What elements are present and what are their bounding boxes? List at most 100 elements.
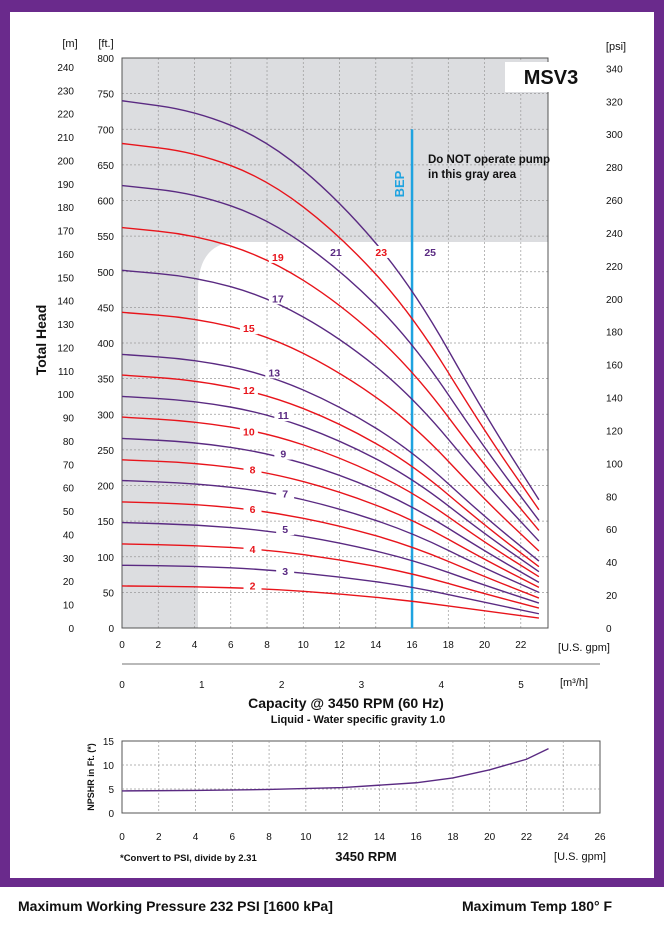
y-axis-label: Total Head bbox=[33, 305, 49, 376]
y-ft-tick: 550 bbox=[97, 232, 114, 243]
x-gpm-tick: 2 bbox=[155, 640, 161, 651]
x-m3h-tick: 1 bbox=[199, 680, 205, 691]
curve-label-bg bbox=[326, 245, 345, 258]
y-m-tick: 160 bbox=[57, 250, 74, 261]
curve-label-12: 12 bbox=[243, 385, 255, 397]
y-ft-tick: 350 bbox=[97, 375, 114, 386]
npsh-frame bbox=[121, 740, 601, 814]
npsh-x-tick: 4 bbox=[193, 832, 199, 843]
curve-stage-3 bbox=[121, 564, 540, 615]
npsh-x-tick: 26 bbox=[594, 832, 606, 843]
npsh-curve bbox=[121, 748, 549, 792]
y-psi-tick: 240 bbox=[606, 229, 623, 240]
npsh-x-tick: 2 bbox=[156, 832, 162, 843]
y-ft-tick: 50 bbox=[103, 588, 115, 599]
title-box bbox=[505, 62, 597, 92]
curve-label-13: 13 bbox=[268, 367, 280, 379]
curve-label-bg bbox=[243, 579, 262, 592]
y-psi-tick: 220 bbox=[606, 262, 623, 273]
psi-convert-note: *Convert to PSI, divide by 2.31 bbox=[120, 853, 257, 864]
npsh-y-tick: 0 bbox=[108, 809, 114, 820]
curve-label-23: 23 bbox=[375, 247, 387, 259]
curve-label-bg bbox=[239, 425, 258, 438]
y-psi-tick: 180 bbox=[606, 328, 623, 339]
y-psi-tick: 200 bbox=[606, 295, 623, 306]
curve-stage-7 bbox=[121, 479, 540, 594]
curve-label-bg bbox=[372, 245, 391, 258]
x-gpm-tick: 0 bbox=[119, 640, 125, 651]
curve-label-bg bbox=[243, 463, 262, 476]
npsh-y-tick: 15 bbox=[103, 737, 115, 748]
y-m-tick: 0 bbox=[68, 624, 74, 635]
max-pressure-text: Maximum Working Pressure 232 PSI [1600 k… bbox=[18, 898, 333, 914]
npsh-x-tick: 8 bbox=[266, 832, 272, 843]
curve-label-4: 4 bbox=[250, 544, 256, 556]
curve-label-bg bbox=[243, 543, 262, 556]
y-psi-tick: 160 bbox=[606, 361, 623, 372]
y-m-tick: 70 bbox=[63, 460, 75, 471]
y-m-tick: 170 bbox=[57, 227, 74, 238]
curve-stage-9 bbox=[121, 437, 540, 584]
y-m-tick: 210 bbox=[57, 133, 74, 144]
curve-label-19: 19 bbox=[272, 252, 284, 264]
y-ft-tick: 0 bbox=[108, 624, 114, 635]
curve-label-bg bbox=[276, 487, 295, 500]
y-m-tick: 140 bbox=[57, 297, 74, 308]
npsh-x-tick: 6 bbox=[230, 832, 236, 843]
curve-stage-11 bbox=[121, 395, 540, 573]
y-psi-tick: 100 bbox=[606, 459, 623, 470]
x-m3h-tick: 0 bbox=[119, 680, 125, 691]
y-m-tick: 230 bbox=[57, 86, 74, 97]
plot-frame bbox=[121, 57, 549, 629]
x-m3h-tick: 2 bbox=[279, 680, 285, 691]
y-m-tick: 30 bbox=[63, 554, 75, 565]
y-psi-tick: 120 bbox=[606, 426, 623, 437]
y-m-unit: [m] bbox=[62, 38, 77, 50]
curve-label-9: 9 bbox=[280, 449, 286, 461]
warning-line-2: in this gray area bbox=[428, 169, 517, 181]
curve-label-bg bbox=[274, 447, 293, 460]
y-m-tick: 180 bbox=[57, 203, 74, 214]
curve-label-5: 5 bbox=[282, 524, 288, 536]
curve-stage-13 bbox=[121, 353, 540, 562]
y-psi-tick: 40 bbox=[606, 558, 618, 569]
chart-title: MSV3 bbox=[524, 67, 578, 89]
curve-label-bg bbox=[268, 250, 287, 263]
y-m-tick: 90 bbox=[63, 414, 75, 425]
npsh-x-tick: 0 bbox=[119, 832, 125, 843]
curve-stage-12 bbox=[121, 374, 540, 568]
y-m-tick: 100 bbox=[57, 390, 74, 401]
y-m-tick: 20 bbox=[63, 577, 75, 588]
x-gpm-tick: 18 bbox=[443, 640, 455, 651]
gray-area bbox=[122, 58, 548, 628]
npsh-x-tick: 24 bbox=[558, 832, 570, 843]
npsh-x-tick: 14 bbox=[374, 832, 386, 843]
curve-label-7: 7 bbox=[282, 488, 288, 500]
y-ft-tick: 650 bbox=[97, 161, 114, 172]
curve-stage-21 bbox=[121, 184, 540, 521]
x-m3h-tick: 4 bbox=[438, 680, 444, 691]
y-ft-tick: 100 bbox=[97, 553, 114, 564]
bep-label: BEP bbox=[392, 170, 407, 197]
y-m-tick: 110 bbox=[58, 367, 74, 378]
curve-label-3: 3 bbox=[282, 566, 288, 578]
y-ft-tick: 200 bbox=[97, 482, 114, 493]
y-m-tick: 60 bbox=[63, 484, 75, 495]
x-m3h-tick: 3 bbox=[359, 680, 365, 691]
x-gpm-tick: 12 bbox=[334, 640, 346, 651]
y-m-tick: 50 bbox=[63, 507, 75, 518]
y-psi-unit: [psi] bbox=[606, 41, 626, 53]
y-m-tick: 130 bbox=[57, 320, 74, 331]
curve-label-bg bbox=[268, 292, 287, 305]
x-gpm-tick: 20 bbox=[479, 640, 491, 651]
curve-stage-17 bbox=[121, 269, 540, 542]
y-ft-tick: 450 bbox=[97, 303, 114, 314]
y-psi-tick: 260 bbox=[606, 196, 623, 207]
y-psi-tick: 320 bbox=[606, 97, 623, 108]
curve-stage-25 bbox=[121, 100, 540, 501]
y-ft-unit: [ft.] bbox=[98, 38, 113, 50]
y-ft-tick: 300 bbox=[97, 410, 114, 421]
npsh-y-tick: 10 bbox=[103, 761, 115, 772]
y-m-tick: 80 bbox=[63, 437, 75, 448]
y-m-tick: 190 bbox=[57, 180, 74, 191]
